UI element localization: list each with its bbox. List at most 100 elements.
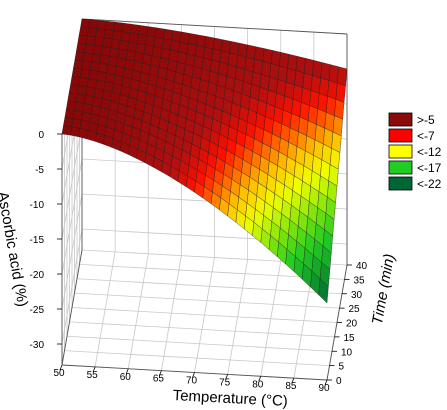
y-tick-label: 30 <box>351 290 363 301</box>
x-tick-label: 90 <box>318 383 330 394</box>
surface-cell <box>318 278 329 304</box>
x-tick-label: 80 <box>252 379 264 390</box>
legend: >-5 <-7 <-12 <-17 <-22 <box>388 112 442 191</box>
surface-cell <box>118 40 130 51</box>
legend-swatch <box>388 128 413 143</box>
legend-label: <-17 <box>417 161 442 175</box>
surface-cell <box>80 18 91 29</box>
surface-cell <box>130 24 141 35</box>
surface-cell <box>310 75 321 94</box>
surface-cell <box>312 60 323 79</box>
surface-cell <box>337 66 348 86</box>
surface-cell <box>304 58 315 76</box>
surface-cell <box>270 50 281 67</box>
x-axis-title: Temperature (°C) <box>172 387 288 410</box>
surface-cell <box>112 30 123 41</box>
surface-cell <box>128 32 139 44</box>
x-tick-label: 75 <box>219 377 231 388</box>
x-tick-mark <box>324 379 328 386</box>
surface-cell <box>78 128 89 140</box>
surface-cell <box>237 42 248 58</box>
surface-cell <box>85 35 96 46</box>
y-tick-label: 40 <box>356 261 368 272</box>
surface-cell <box>136 34 147 46</box>
surface-cell <box>246 44 257 60</box>
surface-cell <box>121 22 132 34</box>
grid-line-floor-s <box>66 335 333 352</box>
surface-cell <box>335 82 346 103</box>
surface-cell <box>76 43 87 53</box>
legend-label: <-7 <box>417 129 435 143</box>
x-tick-mark <box>225 374 228 380</box>
x-tick-mark <box>92 366 96 373</box>
surface-cell <box>88 69 99 81</box>
surface-cell <box>327 80 338 100</box>
surface-cell <box>120 31 131 43</box>
surface-cell <box>98 62 109 74</box>
legend-swatch <box>388 144 413 159</box>
x-tick-mark <box>125 368 129 374</box>
surface-cell <box>77 85 88 96</box>
y-tick-label: 20 <box>346 319 358 330</box>
surface-cell <box>74 101 85 113</box>
surface-cell <box>94 36 105 47</box>
z-tick-label: -20 <box>30 270 45 281</box>
surface-cell <box>74 51 85 61</box>
x-tick-label: 65 <box>153 374 165 385</box>
surface-cell <box>328 64 339 84</box>
surface-cell <box>96 20 108 30</box>
legend-label: <-12 <box>417 145 442 159</box>
surface-cell <box>186 43 197 57</box>
surface-cell <box>188 33 199 46</box>
surface-cell <box>161 38 172 51</box>
box-edge <box>81 18 348 35</box>
surface-cell <box>204 36 215 50</box>
x-tick-mark <box>258 376 262 382</box>
surface-cell <box>73 59 84 70</box>
surface-cell <box>170 39 181 53</box>
surface-cell <box>319 77 330 97</box>
grid-line-floor-s <box>76 278 343 295</box>
x-tick-label: 50 <box>53 368 65 379</box>
z-tick-label: -5 <box>35 165 44 176</box>
y-tick-label: 10 <box>341 347 353 358</box>
legend-swatch <box>388 160 413 175</box>
surface-cell <box>77 35 88 45</box>
grid-line-floor-s <box>74 292 340 309</box>
surface-cell <box>80 68 91 79</box>
surface-cell <box>67 92 78 103</box>
surface-cell <box>287 54 298 71</box>
x-tick-label: 55 <box>87 370 99 381</box>
surface-cell <box>100 46 112 57</box>
surface-cell <box>254 46 265 62</box>
legend-label: <-22 <box>417 177 442 191</box>
surface-cell <box>87 27 98 38</box>
z-axis-title: Ascorbic acid (%) <box>0 190 31 308</box>
surface-cell <box>163 28 174 41</box>
x-tick-label: 85 <box>285 381 297 392</box>
surface-cell <box>262 48 273 64</box>
surface-cell <box>138 25 149 36</box>
surface-cell <box>82 52 94 63</box>
surface-cell <box>91 53 102 64</box>
surface-cell <box>178 41 189 55</box>
x-tick-label: 60 <box>120 372 132 383</box>
grid-line-floor-s <box>71 307 338 323</box>
surface-cell <box>102 37 113 48</box>
surface-cell <box>109 47 120 58</box>
surface-cell <box>103 29 114 40</box>
z-tick-label: -15 <box>30 235 45 246</box>
surface-cell <box>252 58 263 75</box>
x-tick-mark <box>291 377 295 384</box>
surface-cell <box>92 45 103 55</box>
surface-cell <box>153 36 164 49</box>
surface-cell <box>294 70 305 88</box>
surface-cell <box>196 34 207 48</box>
y-tick-label: 35 <box>354 275 366 286</box>
surface-cell <box>95 28 106 39</box>
surface-cell <box>146 26 157 38</box>
surface-cell <box>84 44 95 54</box>
surface-cell <box>229 41 240 56</box>
box-edge <box>61 249 83 366</box>
